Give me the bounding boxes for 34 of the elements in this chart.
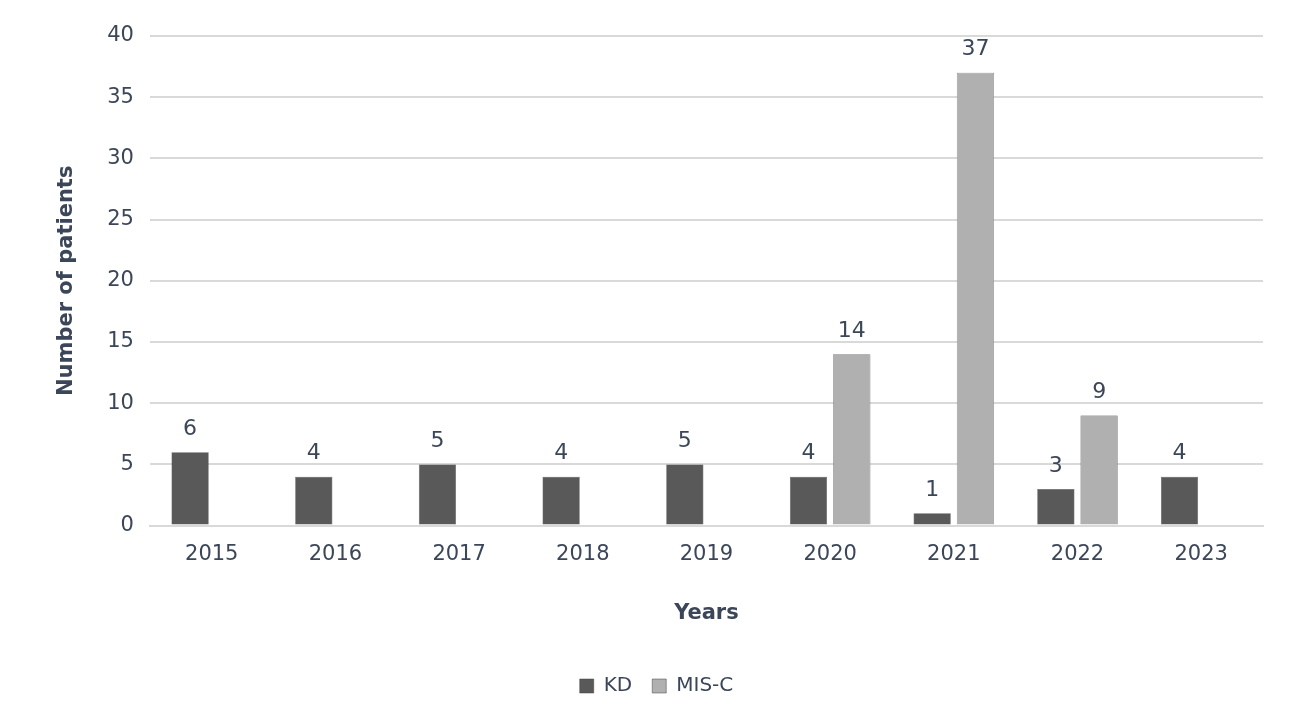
legend-label: KD (603, 672, 633, 697)
x-tick-label: 2019 (679, 540, 734, 565)
y-tick-label: 5 (120, 450, 134, 475)
y-axis-title: Number of patients (53, 165, 78, 396)
x-tick-label: 2020 (803, 540, 857, 565)
y-tick-label: 25 (107, 206, 134, 231)
data-label: 4 (801, 439, 816, 465)
y-tick-label: 0 (120, 512, 134, 537)
x-tick-label: 2021 (927, 540, 981, 565)
data-label: 9 (1092, 378, 1107, 404)
data-label: 6 (183, 414, 198, 440)
x-tick-label: 2016 (308, 540, 363, 565)
x-tick-label: 2018 (556, 540, 610, 565)
x-tick-label: 2022 (1050, 540, 1105, 565)
x-tick-label: 2023 (1174, 540, 1228, 565)
y-tick-label: 10 (107, 389, 134, 414)
data-label: 4 (1172, 439, 1187, 465)
data-label: 1 (925, 476, 940, 502)
legend-label: MIS-C (676, 672, 734, 697)
y-tick-label: 15 (107, 328, 134, 353)
x-tick-label: 2017 (432, 540, 486, 565)
y-tick-label: 20 (107, 267, 134, 292)
y-tick-label: 35 (107, 83, 134, 108)
data-label: 4 (554, 439, 569, 465)
x-axis-title: Years (673, 599, 739, 624)
data-label: 37 (961, 35, 990, 61)
data-label: 14 (837, 316, 866, 342)
data-label: 5 (677, 427, 692, 453)
y-tick-label: 40 (107, 22, 134, 47)
data-label: 3 (1048, 451, 1063, 477)
x-tick-label: 2015 (185, 540, 239, 565)
data-label: 4 (306, 439, 321, 465)
data-label: 5 (430, 427, 445, 453)
y-tick-label: 30 (107, 144, 134, 169)
